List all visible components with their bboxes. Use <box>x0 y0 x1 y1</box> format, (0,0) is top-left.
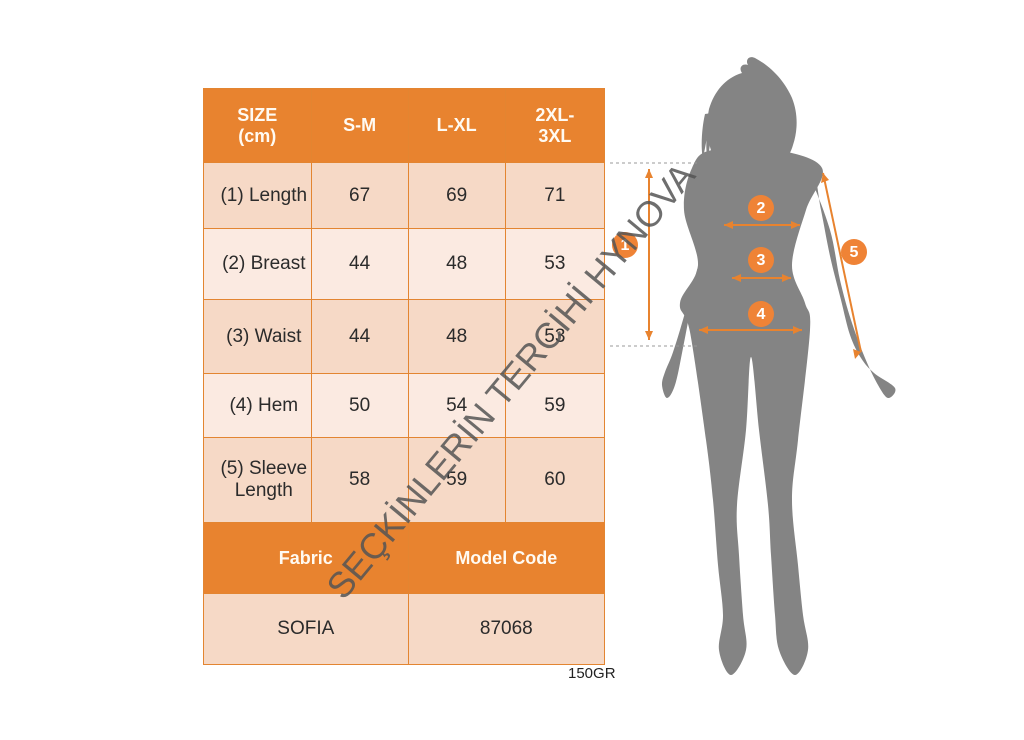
svg-text:3: 3 <box>757 252 766 269</box>
svg-text:2: 2 <box>757 200 766 217</box>
svg-text:5: 5 <box>850 244 859 261</box>
svg-text:4: 4 <box>757 306 766 323</box>
